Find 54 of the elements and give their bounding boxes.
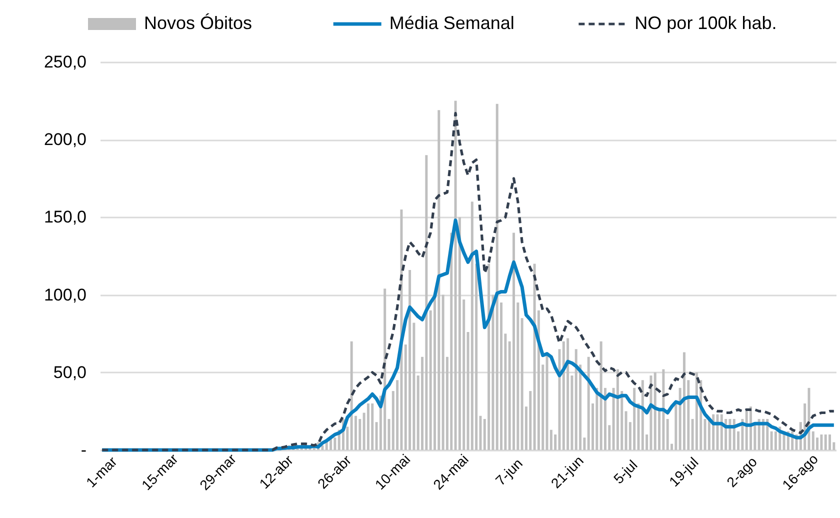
y-tick-label: - [80,440,86,460]
bar [334,438,336,450]
bar [641,380,644,450]
bar [425,155,428,450]
bar [366,403,370,450]
bar [470,202,474,450]
bar [824,434,827,450]
bar [533,264,536,450]
bar [674,403,678,450]
legend-label: Novos Óbitos [144,13,252,33]
bar [566,338,570,450]
bar [512,232,515,450]
y-tick-label: 50,0 [53,362,86,382]
bar [442,294,444,450]
bar [666,418,669,450]
bar [662,369,665,450]
bar [488,264,490,450]
legend-label: NO por 100k hab. [634,13,777,33]
bar [770,431,773,450]
legend-label: Média Semanal [389,13,514,33]
bar [654,372,656,450]
bar [633,388,636,450]
bar [438,110,440,450]
bar [546,354,548,450]
y-tick-label: 200,0 [44,130,86,150]
bar [587,356,590,450]
bar [454,100,457,450]
bar [321,445,324,450]
bar [682,352,686,450]
bar [600,341,602,450]
bar [708,418,710,450]
bar [562,341,565,450]
bar [812,431,814,450]
bar [496,104,498,450]
bar [616,369,619,450]
bar [529,391,532,450]
bar [574,349,578,450]
bar [716,414,719,450]
bar [828,434,832,450]
bar [358,418,362,450]
bar [371,403,374,450]
bar [330,439,332,450]
bar [820,434,823,450]
y-tick-label: 100,0 [44,285,86,304]
bar [408,270,412,450]
bar [520,318,524,450]
line-series [100,112,836,452]
bar [704,418,706,450]
bar [624,411,628,450]
bar [558,349,561,450]
bar [350,341,353,450]
y-tick-label: 150,0 [44,208,86,227]
y-tick-label: 250,0 [44,52,86,72]
bar [596,388,598,450]
